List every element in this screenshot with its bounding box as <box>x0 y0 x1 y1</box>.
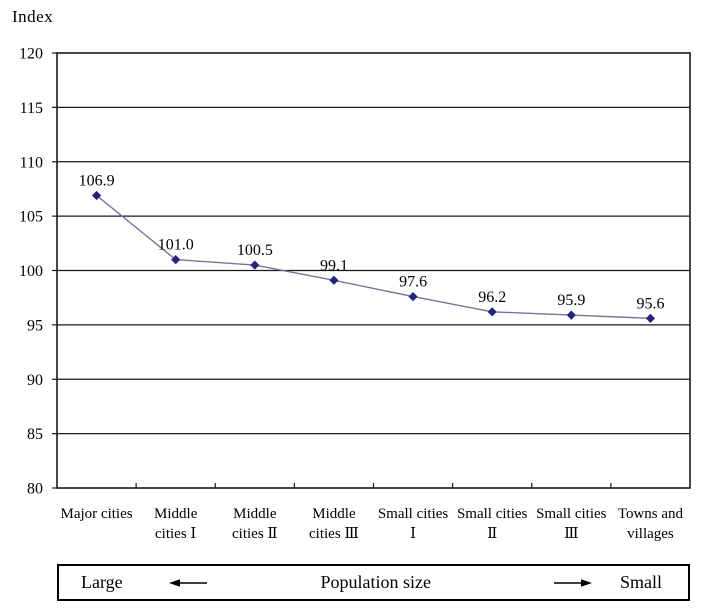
y-axis-tick-label: 85 <box>27 426 43 443</box>
y-axis-tick-label: 110 <box>20 154 43 171</box>
left-arrow-icon <box>169 578 207 587</box>
data-point-marker <box>408 292 418 302</box>
legend-small-label: Small <box>619 571 662 592</box>
y-axis-tick-label: 95 <box>27 317 43 334</box>
data-point-value-label: 101.0 <box>158 237 194 254</box>
x-axis-category-label: Small cities Ⅰ <box>378 506 449 542</box>
legend-large-label: Large <box>81 571 123 592</box>
y-axis-tick-label: 120 <box>19 46 43 63</box>
data-point-marker <box>171 255 181 265</box>
y-axis-tick-label: 90 <box>27 372 43 389</box>
y-axis-title: Index <box>12 7 54 26</box>
data-point-marker <box>487 307 497 317</box>
data-point-marker <box>566 310 576 320</box>
x-axis-category-label: Middle cities Ⅰ <box>154 506 198 542</box>
data-point-marker <box>329 275 339 285</box>
data-point-value-label: 95.6 <box>636 295 664 312</box>
y-axis-tick-label: 80 <box>27 481 43 498</box>
x-axis-category-label: Small cities Ⅱ <box>457 506 528 542</box>
x-axis-category-label: Small cities Ⅲ <box>536 506 607 542</box>
line-chart: 80 85 90 95 100 105 110 115 120 106.9 101.0 100.5 99… <box>19 46 691 542</box>
y-axis-tick-label: 105 <box>19 209 43 226</box>
right-arrow-icon <box>554 578 592 587</box>
data-point-value-label: 97.6 <box>399 274 427 291</box>
data-point-value-label: 106.9 <box>79 172 115 189</box>
data-point-value-label: 100.5 <box>237 242 273 259</box>
population-size-legend: Large Population size Small <box>57 564 690 601</box>
y-axis-tick-label: 100 <box>19 263 43 280</box>
x-axis-category-label: Middle cities Ⅲ <box>309 506 359 542</box>
x-axis-category-label: Towns and villages <box>618 506 684 542</box>
x-axis-category-label: Major cities <box>61 506 133 522</box>
data-point-marker <box>645 313 656 323</box>
y-axis-tick-label: 115 <box>20 100 43 117</box>
data-point-marker <box>91 190 102 201</box>
x-axis-category-label: Middle cities Ⅱ <box>232 506 278 542</box>
data-point-marker <box>250 260 260 270</box>
data-point-value-label: 99.1 <box>320 257 348 274</box>
data-line <box>96 194 651 320</box>
legend-population-size-label: Population size <box>320 571 431 592</box>
data-point-value-label: 95.9 <box>557 292 585 309</box>
data-point-value-label: 96.2 <box>478 289 506 306</box>
